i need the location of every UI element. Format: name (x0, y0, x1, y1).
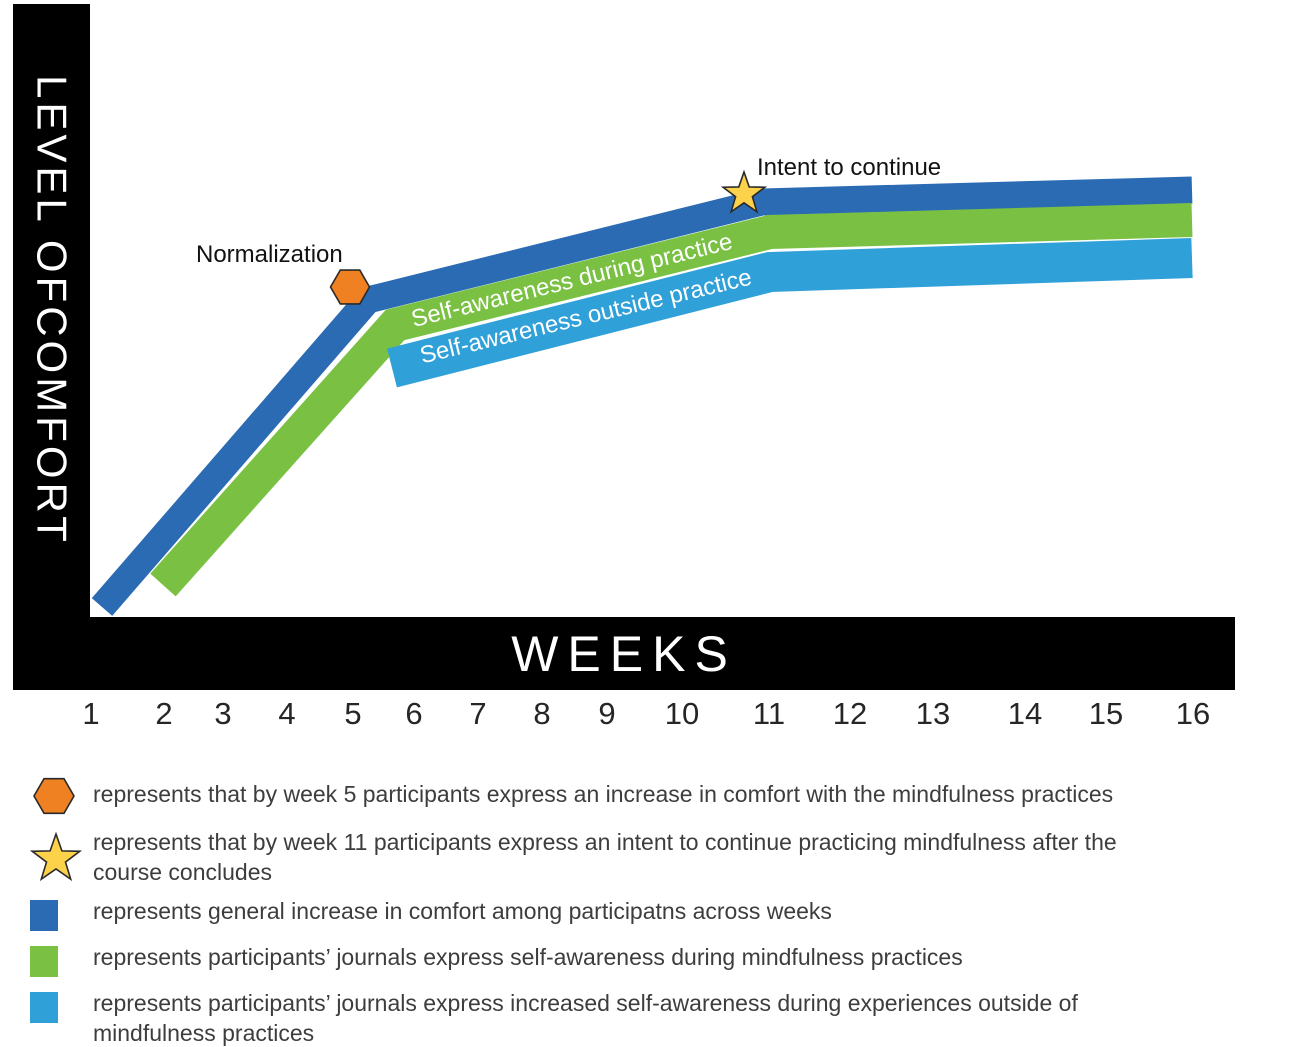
intent-annotation: Intent to continue (757, 154, 942, 181)
legend-item-text: represents participants’ journals expres… (93, 942, 963, 972)
legend-item: represents general increase in comfort a… (30, 896, 1270, 931)
orange-hexagon-icon (33, 777, 75, 815)
green-square-icon (30, 946, 58, 977)
legend-text-line: represents that by week 11 participants … (93, 829, 1117, 855)
week-tick-14: 14 (1007, 696, 1043, 731)
during-practice-band (150, 203, 1193, 597)
week-tick-2: 2 (155, 696, 173, 731)
week-tick-6: 6 (405, 696, 423, 731)
yellow-star-icon (30, 831, 83, 882)
week-tick-12: 12 (832, 696, 868, 731)
legend-icon-slot (30, 942, 93, 977)
week-tick-5: 5 (344, 696, 362, 731)
legend-item: represents that by week 11 participants … (30, 827, 1270, 887)
legend-text-line: represents that by week 5 participants e… (93, 781, 1114, 807)
legend-item-text: represents participants’ journals expres… (93, 988, 1078, 1047)
legend-icon-slot (30, 827, 93, 886)
comfort-band (91, 176, 1193, 616)
week-tick-10: 10 (664, 696, 700, 731)
week-tick-row: 1 2 3 4 5 6 7 8 9 10 11 12 13 14 15 16 (0, 696, 1297, 736)
intent-star-icon (720, 169, 768, 214)
normalization-hexagon-icon (329, 269, 371, 305)
week-tick-15: 15 (1088, 696, 1124, 731)
x-axis-label: WEEKS (511, 625, 737, 682)
legend-icon-slot (30, 777, 93, 818)
week-tick-16: 16 (1175, 696, 1211, 731)
week-tick-4: 4 (278, 696, 296, 731)
y-axis-bar: LEVEL OFCOMFORT (13, 4, 90, 617)
legend-item: represents that by week 5 participants e… (30, 777, 1270, 818)
normalization-annotation: Normalization (196, 241, 343, 268)
week-tick-1: 1 (82, 696, 100, 731)
legend-item-text: represents general increase in comfort a… (93, 896, 832, 926)
legend-text-line: represents participants’ journals expres… (93, 944, 963, 970)
legend-text-line: course concludes (93, 859, 272, 885)
legend-item: represents participants’ journals expres… (30, 942, 1270, 977)
x-axis-bar: WEEKS (13, 617, 1235, 690)
lightblue-square-icon (30, 992, 58, 1023)
week-tick-11: 11 (752, 696, 786, 731)
legend-item-text: represents that by week 5 participants e… (93, 779, 1113, 809)
legend-icon-slot (30, 988, 93, 1023)
legend-text-line: mindfulness practices (93, 1020, 315, 1046)
legend-item-text: represents that by week 11 participants … (93, 827, 1117, 887)
week-tick-13: 13 (915, 696, 951, 731)
comfort-bands-plot: Self-awareness during practice Self-awar… (91, 169, 1193, 616)
week-tick-8: 8 (533, 696, 551, 731)
legend-item: represents participants’ journals expres… (30, 988, 1270, 1047)
legend-text-line: represents participants’ journals expres… (93, 990, 1078, 1016)
legend-text-line: represents general increase in comfort a… (93, 898, 832, 924)
blue-square-icon (30, 900, 58, 931)
y-axis-label: LEVEL OFCOMFORT (28, 75, 76, 546)
week-tick-7: 7 (469, 696, 487, 731)
week-tick-3: 3 (214, 696, 232, 731)
legend-icon-slot (30, 896, 93, 931)
week-tick-9: 9 (598, 696, 616, 731)
outside-practice-band (387, 238, 1193, 388)
